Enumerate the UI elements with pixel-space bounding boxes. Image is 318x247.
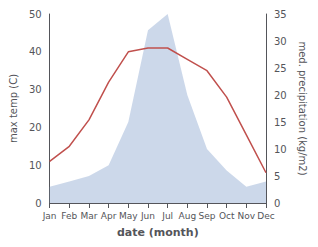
svg-text:5: 5 — [274, 171, 280, 182]
svg-text:0: 0 — [274, 198, 280, 209]
svg-text:Jan: Jan — [42, 211, 57, 221]
svg-text:Nov: Nov — [238, 211, 256, 221]
svg-text:Mar: Mar — [80, 211, 97, 221]
svg-text:30: 30 — [29, 84, 42, 95]
svg-text:med. precipitation (kg/m2): med. precipitation (kg/m2) — [297, 41, 308, 175]
svg-text:Sep: Sep — [199, 211, 216, 221]
svg-text:Apr: Apr — [101, 211, 117, 221]
svg-text:max temp (C): max temp (C) — [8, 74, 19, 143]
svg-text:May: May — [119, 211, 138, 221]
svg-text:35: 35 — [274, 9, 287, 20]
svg-text:Aug: Aug — [179, 211, 197, 221]
svg-text:0: 0 — [35, 198, 41, 209]
svg-text:date (month): date (month) — [117, 226, 199, 239]
svg-text:10: 10 — [29, 160, 42, 171]
svg-text:25: 25 — [274, 63, 287, 74]
svg-text:50: 50 — [29, 9, 42, 20]
svg-text:15: 15 — [274, 117, 287, 128]
svg-text:20: 20 — [29, 122, 42, 133]
svg-text:10: 10 — [274, 144, 287, 155]
svg-text:Feb: Feb — [61, 211, 77, 221]
svg-text:Oct: Oct — [219, 211, 235, 221]
svg-text:20: 20 — [274, 90, 287, 101]
svg-text:30: 30 — [274, 36, 287, 47]
svg-text:Jun: Jun — [140, 211, 155, 221]
svg-text:Jul: Jul — [161, 211, 173, 221]
svg-text:40: 40 — [29, 46, 42, 57]
svg-text:Dec: Dec — [257, 211, 274, 221]
